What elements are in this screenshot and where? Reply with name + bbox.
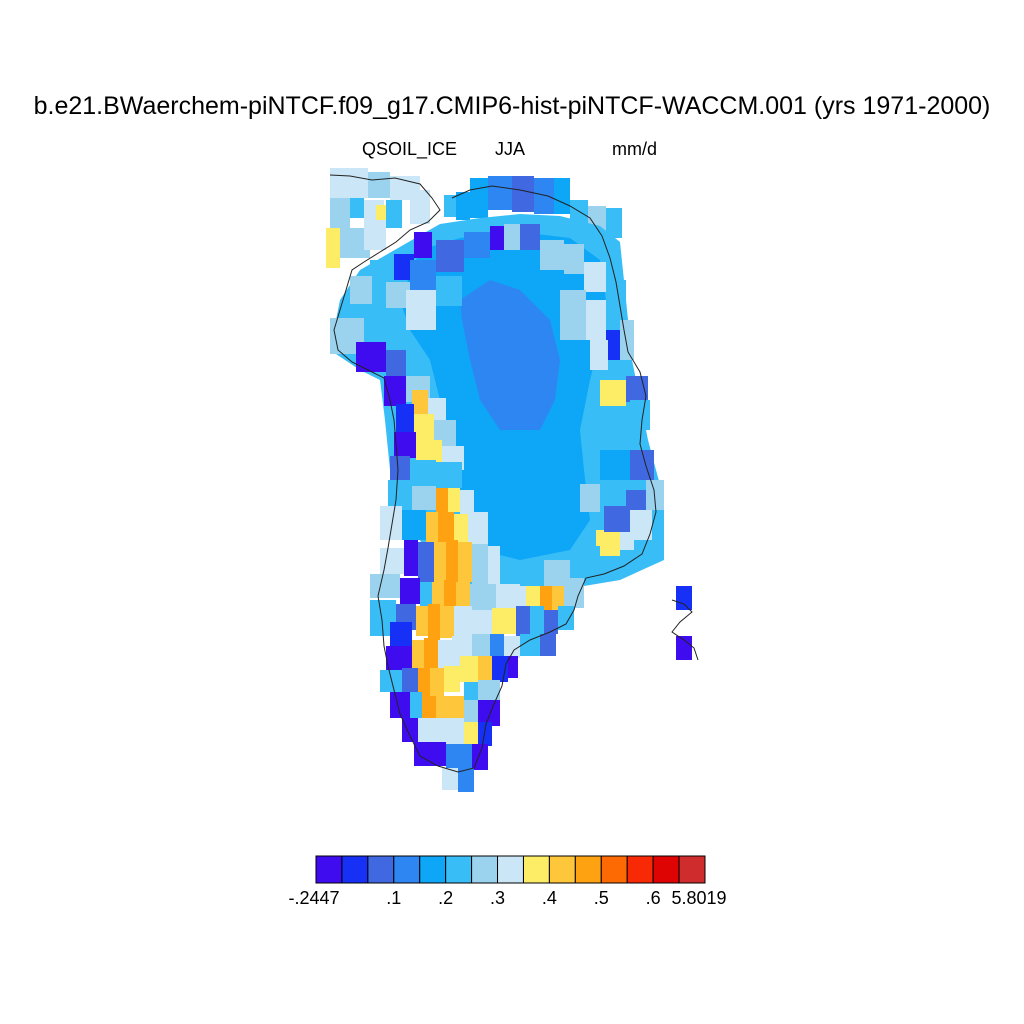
colorbar-swatch: [548, 855, 576, 884]
plot-title: b.e21.BWaerchem-piNTCF.f09_g17.CMIP6-his…: [33, 92, 991, 120]
colorbar-swatch: [626, 855, 654, 884]
variable-label: QSOIL_ICE: [362, 139, 458, 159]
colorbar-swatch: [574, 855, 602, 884]
colorbar-swatch: [419, 855, 447, 884]
colorbar-swatch: [315, 855, 343, 884]
colorbar-swatch: [600, 855, 628, 884]
colorbar-tick-label: .2: [438, 888, 454, 908]
colorbar-swatch: [471, 855, 499, 884]
colorbar-swatch: [678, 855, 706, 884]
colorbar-swatch: [522, 855, 550, 884]
colorbar-swatch: [497, 855, 524, 884]
colorbar-tick-label: .4: [541, 888, 557, 908]
colorbar-swatch: [393, 855, 421, 884]
colorbar: [315, 855, 706, 884]
colorbar-tick-label: .6: [645, 888, 661, 908]
colorbar-tick-label: .1: [386, 888, 402, 908]
colorbar-swatch: [652, 855, 680, 884]
colorbar-tick-label: .3: [490, 888, 506, 908]
season-label: JJA: [495, 139, 526, 159]
colorbar-tick-label: .5: [593, 888, 609, 908]
colorbar-swatch: [367, 855, 395, 884]
map-cells: [326, 168, 692, 792]
colorbar-tick-label: -.2447: [288, 888, 340, 908]
colorbar-swatch: [341, 855, 369, 884]
colorbar-swatch: [445, 855, 473, 884]
colorbar-tick-label: 5.8019: [671, 888, 727, 908]
units-label: mm/d: [612, 139, 657, 159]
coastline-outline: [329, 174, 699, 773]
